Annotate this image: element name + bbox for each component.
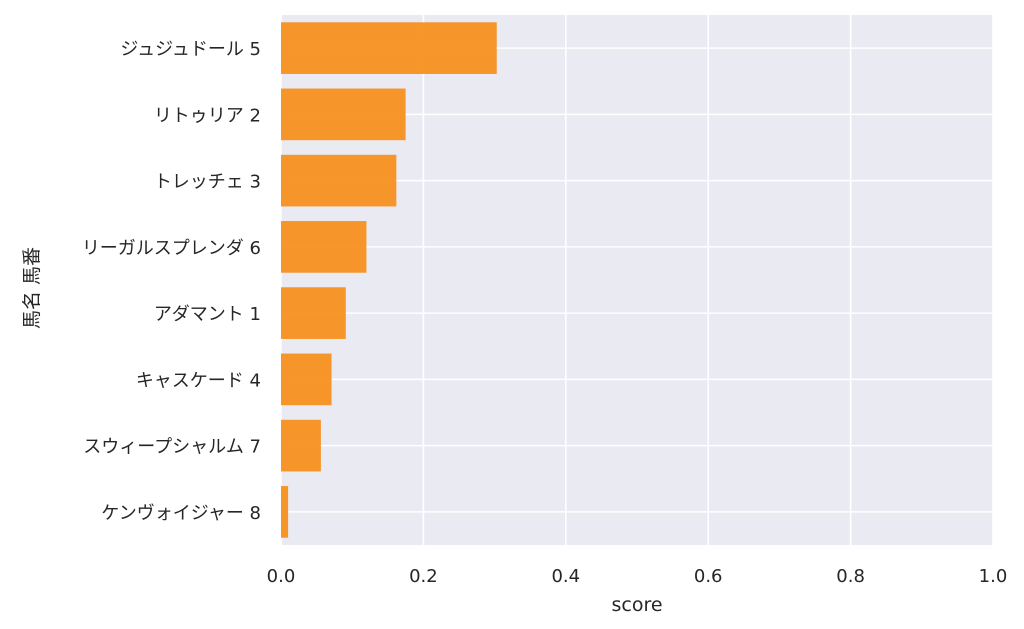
y-tick-labels: ジュジュドール 5 リトゥリア 2 トレッチェ 3 リーガルスプレンダ 6 アダマント … [82,39,261,524]
bar [281,419,321,472]
y-tick-label: リーガルスプレンダ 6 [82,238,261,259]
y-tick-label: ケンヴォイジャー 8 [101,503,261,524]
y-tick-label: ジュジュドール 5 [120,39,261,60]
y-tick-label: キャスケード 4 [136,370,261,391]
x-tick-labels: 0.0 0.2 0.4 0.6 0.8 1.0 [267,566,1008,587]
x-axis-label: score [611,594,662,616]
bar [281,88,406,141]
bar [281,154,397,207]
y-tick-label: リトゥリア 2 [154,105,261,126]
y-tick-label: トレッチェ 3 [154,172,261,193]
x-tick-label: 0.2 [409,566,438,587]
y-tick-label: アダマント 1 [154,304,261,325]
bars [281,22,497,538]
bar [281,22,497,74]
bar [281,486,289,538]
bar [281,221,367,273]
bar [281,287,346,339]
x-tick-label: 0.8 [836,566,865,587]
y-axis-label: 馬名 馬番 [21,247,43,329]
x-tick-label: 0.0 [267,566,296,587]
bar [281,353,332,406]
y-tick-label: スウィープシャルム 7 [83,437,261,458]
x-tick-label: 0.4 [551,566,580,587]
x-tick-label: 1.0 [979,566,1008,587]
x-tick-label: 0.6 [694,566,723,587]
